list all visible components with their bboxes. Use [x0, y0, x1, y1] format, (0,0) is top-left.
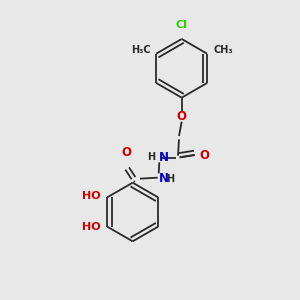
Text: HO: HO — [82, 191, 100, 201]
Text: H: H — [166, 174, 174, 184]
Text: O: O — [200, 149, 210, 162]
Text: H₃C: H₃C — [130, 45, 150, 55]
Text: CH₃: CH₃ — [213, 45, 233, 55]
Text: N: N — [159, 151, 169, 164]
Text: O: O — [121, 146, 131, 159]
Text: N: N — [159, 172, 169, 185]
Text: Cl: Cl — [176, 20, 188, 30]
Text: H: H — [147, 152, 155, 162]
Text: O: O — [177, 110, 187, 124]
Text: HO: HO — [82, 222, 100, 232]
